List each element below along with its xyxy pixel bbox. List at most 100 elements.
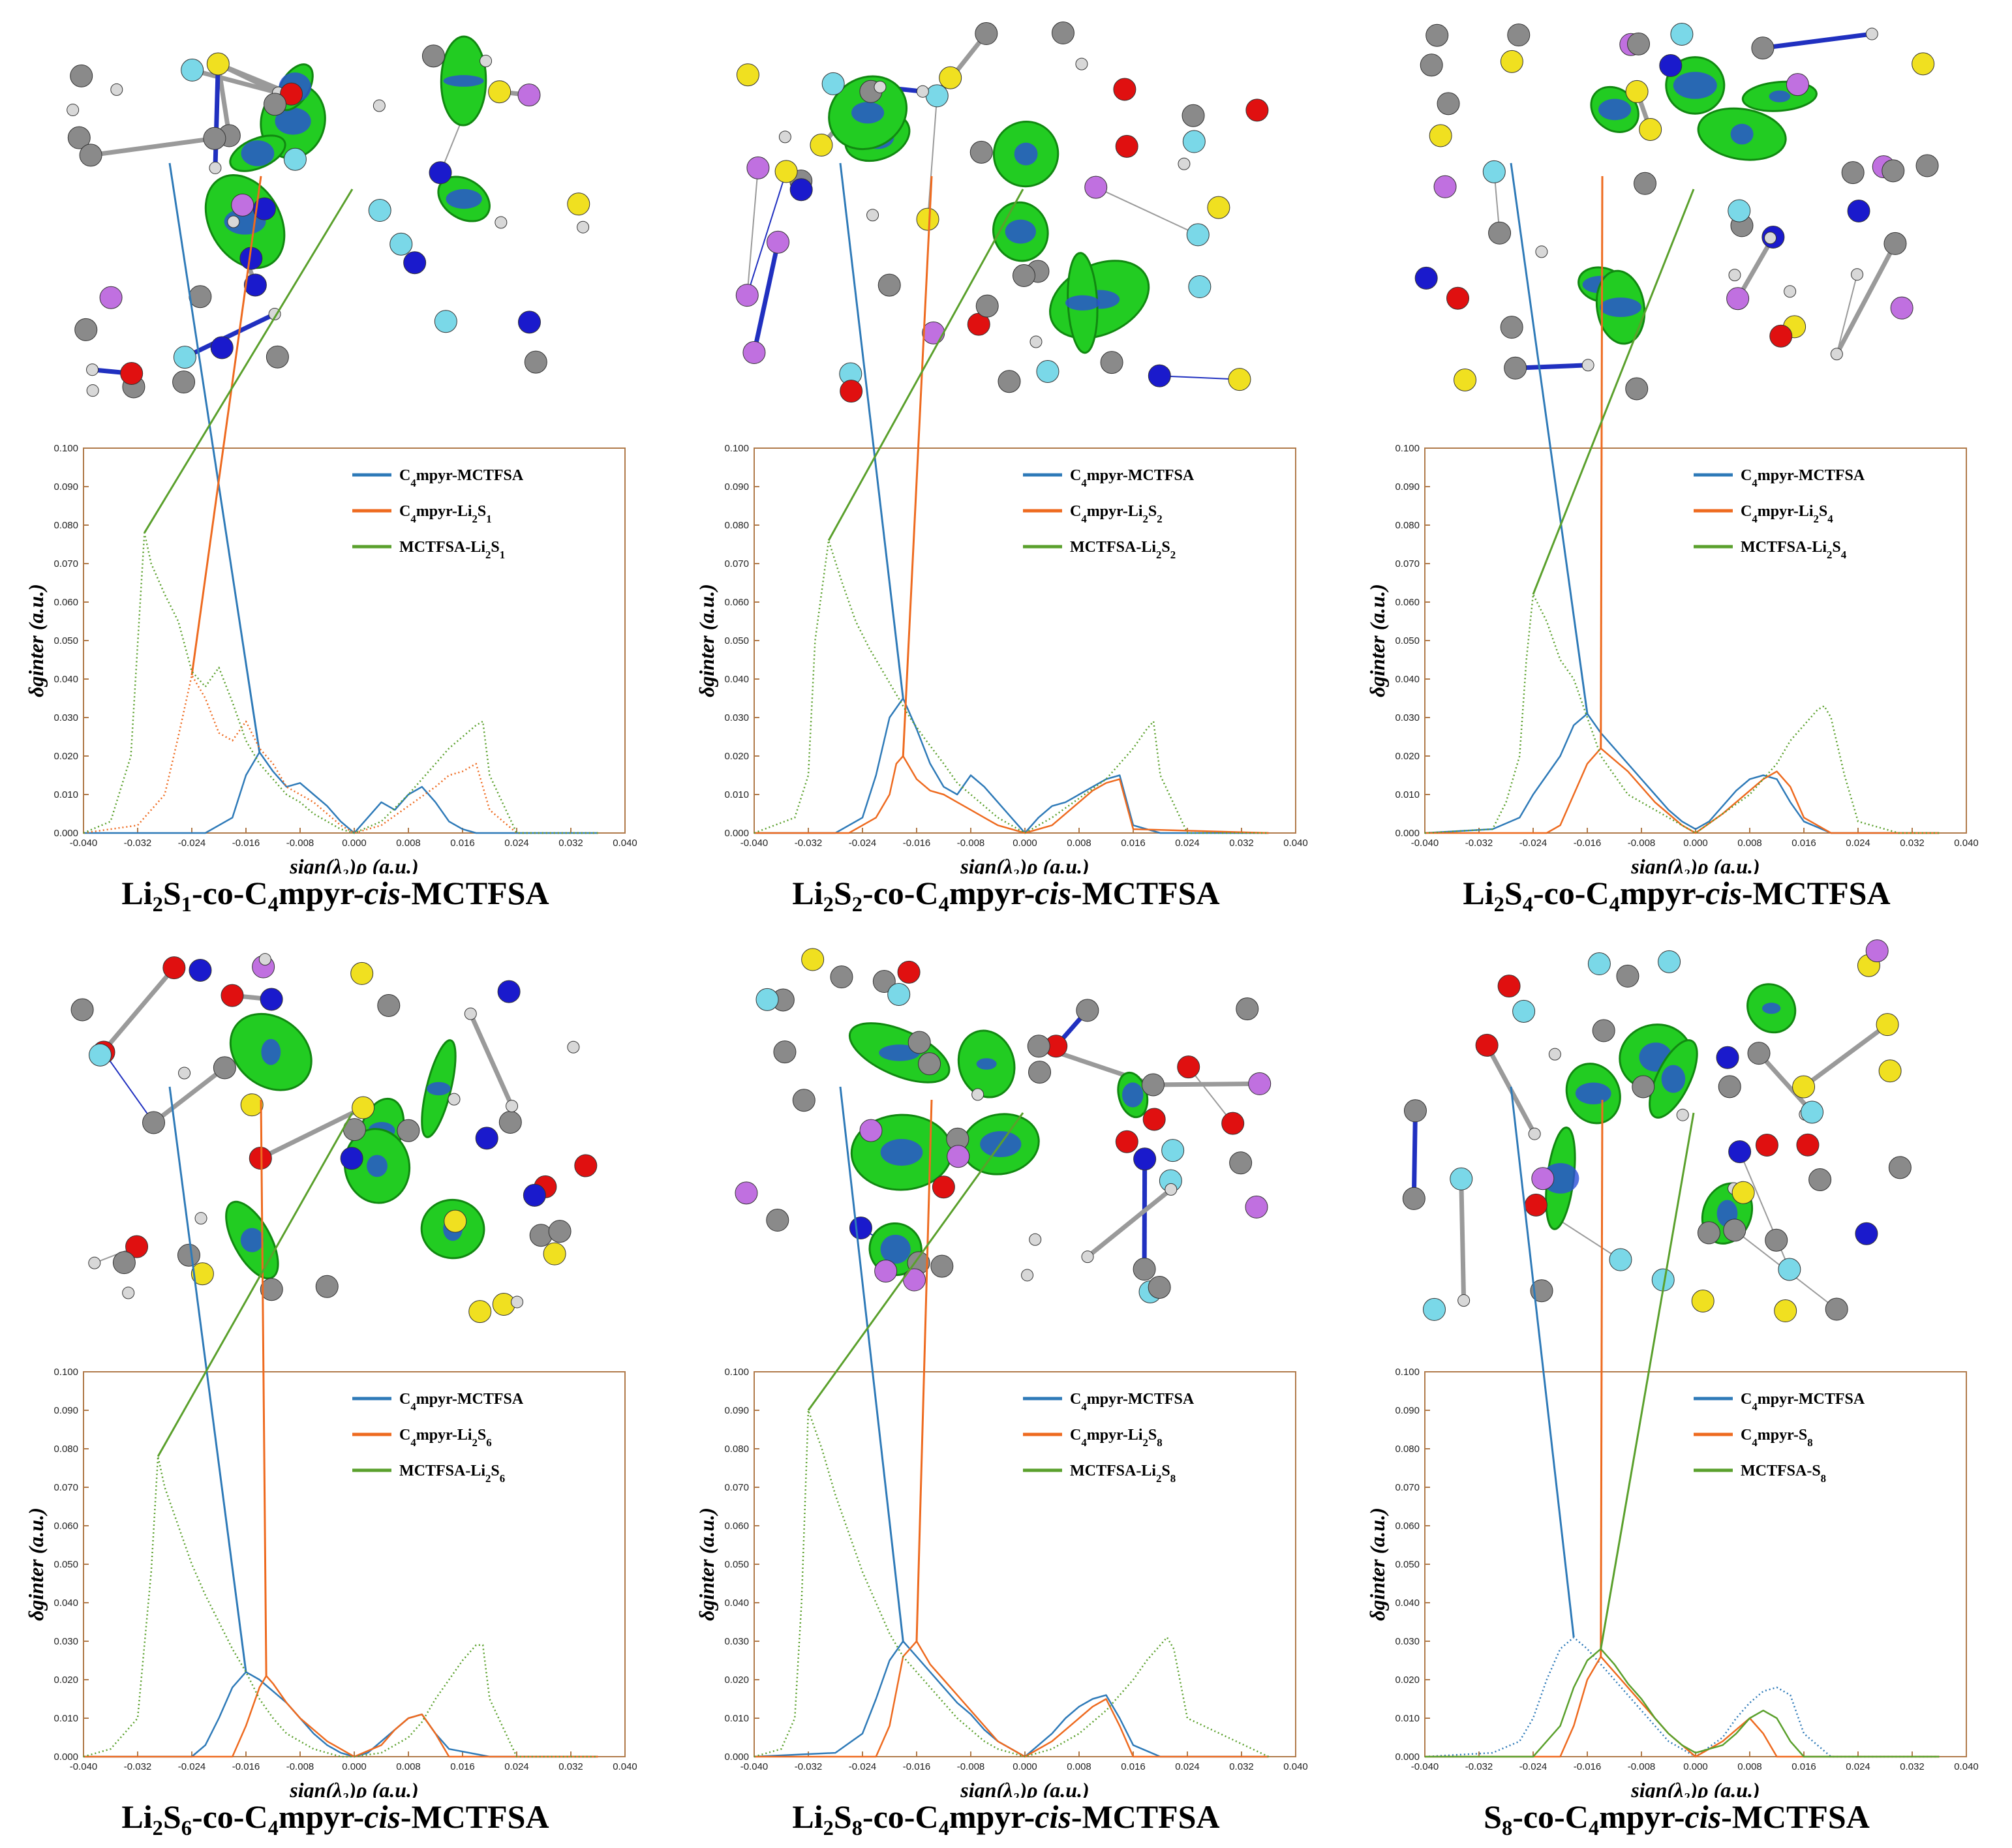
atom	[1670, 22, 1694, 46]
bond	[1735, 235, 1775, 300]
x-axis-label: sign(λ₂)ρ (a.u.)	[289, 855, 418, 874]
legend-label-1: C4mpyr-MCTFSA	[399, 467, 524, 489]
y-tick-label: 0.100	[53, 443, 78, 454]
atom	[872, 970, 896, 993]
plot-frame	[83, 447, 626, 834]
atom	[389, 232, 413, 256]
atom	[112, 1251, 136, 1275]
atom	[434, 310, 457, 333]
isosurface-core	[1065, 295, 1100, 311]
atom	[1488, 221, 1512, 245]
y-tick-label: 0.030	[724, 712, 749, 723]
atom	[1769, 324, 1793, 348]
atom	[1429, 124, 1452, 147]
y-tick-label: 0.010	[1395, 1713, 1420, 1724]
atom	[1609, 1248, 1632, 1271]
atom	[1778, 1258, 1801, 1281]
atom	[1774, 1299, 1797, 1323]
atom	[1616, 964, 1639, 988]
x-tick-label: -0.032	[124, 1761, 152, 1772]
bond	[468, 1012, 514, 1108]
atom	[213, 1056, 236, 1080]
atom	[1764, 232, 1777, 245]
plot-frame	[1424, 447, 1967, 834]
pointer-line-1	[168, 162, 261, 753]
atom	[260, 1278, 283, 1301]
atom	[1865, 939, 1889, 963]
atom	[67, 104, 80, 117]
isosurface-core	[1575, 1082, 1611, 1105]
series-line-3	[754, 539, 1269, 834]
atom	[283, 147, 307, 171]
atom	[194, 1212, 207, 1225]
series-line-3	[754, 1409, 1270, 1758]
isosurface-core	[261, 1038, 281, 1065]
y-tick-label: 0.020	[724, 751, 749, 762]
x-tick-label: -0.016	[903, 838, 931, 849]
atom	[918, 1052, 941, 1076]
x-tick-label: 0.016	[1791, 1761, 1816, 1772]
atom	[1113, 78, 1136, 101]
bond	[1836, 274, 1858, 354]
panel-title: Li2S8-co-C4mpyr-cis-MCTFSA	[792, 1798, 1220, 1840]
y-tick-label: 0.040	[724, 1598, 749, 1609]
x-tick-label: -0.016	[232, 1761, 260, 1772]
atom	[736, 63, 759, 87]
x-tick-label: 0.016	[450, 838, 475, 849]
isosurface-core	[879, 1044, 921, 1061]
x-tick-label: 0.032	[558, 1761, 583, 1772]
atom	[1512, 999, 1536, 1023]
isosurface-core	[880, 1234, 911, 1264]
atom	[735, 284, 759, 307]
atom	[1433, 175, 1457, 198]
x-axis-label: sign(λ₂)ρ (a.u.)	[1630, 855, 1760, 874]
atom	[1825, 1297, 1848, 1321]
x-tick-label: 0.008	[396, 1761, 421, 1772]
y-tick-label: 0.100	[53, 1367, 78, 1378]
atom	[162, 956, 186, 980]
pointer-line-3	[807, 1112, 1024, 1411]
plot-frame	[83, 1371, 626, 1757]
y-tick-label: 0.020	[53, 1674, 78, 1686]
atom	[1801, 1100, 1824, 1124]
atom	[464, 1007, 477, 1020]
y-tick-label: 0.080	[53, 1444, 78, 1455]
bond	[98, 966, 176, 1057]
atom	[548, 1220, 572, 1243]
isosurface-core	[851, 102, 885, 124]
pointer-line-1	[1510, 162, 1589, 714]
atom	[916, 85, 929, 98]
atom	[821, 72, 845, 95]
pointer-line-3	[827, 189, 1024, 541]
atom	[1500, 316, 1523, 339]
pointer-line-2	[902, 175, 933, 757]
atom	[1587, 952, 1611, 976]
y-tick-label: 0.030	[1395, 712, 1420, 723]
y-tick-label: 0.090	[724, 1405, 749, 1416]
atom	[1659, 54, 1683, 78]
atom	[475, 1127, 498, 1150]
legend-label-3: MCTFSA-Li2S6	[399, 1462, 505, 1485]
atom	[1236, 997, 1259, 1021]
atom	[735, 1181, 758, 1205]
y-tick-label: 0.080	[724, 520, 749, 531]
atom	[99, 286, 123, 309]
y-tick-label: 0.050	[53, 635, 78, 646]
pointer-line-2	[1600, 1099, 1604, 1657]
x-tick-label: -0.008	[957, 838, 985, 849]
isosurface-core	[976, 1058, 997, 1070]
atom	[1731, 1181, 1755, 1204]
atom	[932, 1175, 955, 1199]
isosurface-core	[446, 189, 482, 209]
atom	[930, 1254, 954, 1278]
x-tick-label: 0.024	[1175, 838, 1200, 849]
chart-svg: -0.040 -0.032 -0.024 -0.016 -0.008 0.000 0.008…	[695, 22, 1308, 874]
atom	[429, 161, 452, 185]
legend-label-3: MCTFSA-Li2S2	[1070, 539, 1176, 561]
atom	[1507, 23, 1531, 47]
atom	[1726, 287, 1750, 311]
atom	[373, 99, 386, 112]
y-axis-label: δginter (a.u.)	[24, 1507, 48, 1621]
isosurface-core	[1598, 98, 1632, 121]
panel-4: -0.040 -0.032 -0.024 -0.016 -0.008 0.000 0.008…	[0, 924, 671, 1847]
